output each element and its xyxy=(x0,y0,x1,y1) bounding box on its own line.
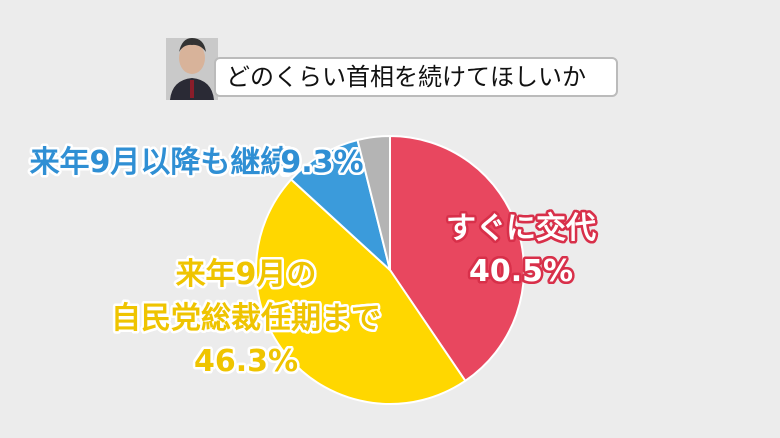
portrait xyxy=(166,38,218,100)
value-label: 46.3% xyxy=(193,344,299,379)
value-label: 9.3% xyxy=(280,145,364,180)
pie-slice xyxy=(255,178,467,405)
slice-label: すぐに交代 xyxy=(446,211,596,246)
pie-slice xyxy=(389,134,525,383)
slice-label: 来年9月の 自民党総裁任期まで xyxy=(111,257,381,336)
slice-label: 来年9月以降も継続 xyxy=(29,145,291,180)
value-label: 40.5% xyxy=(468,254,574,289)
pie-slice xyxy=(356,134,391,271)
chart-title: どのくらい首相を続けてほしいか xyxy=(214,57,618,97)
